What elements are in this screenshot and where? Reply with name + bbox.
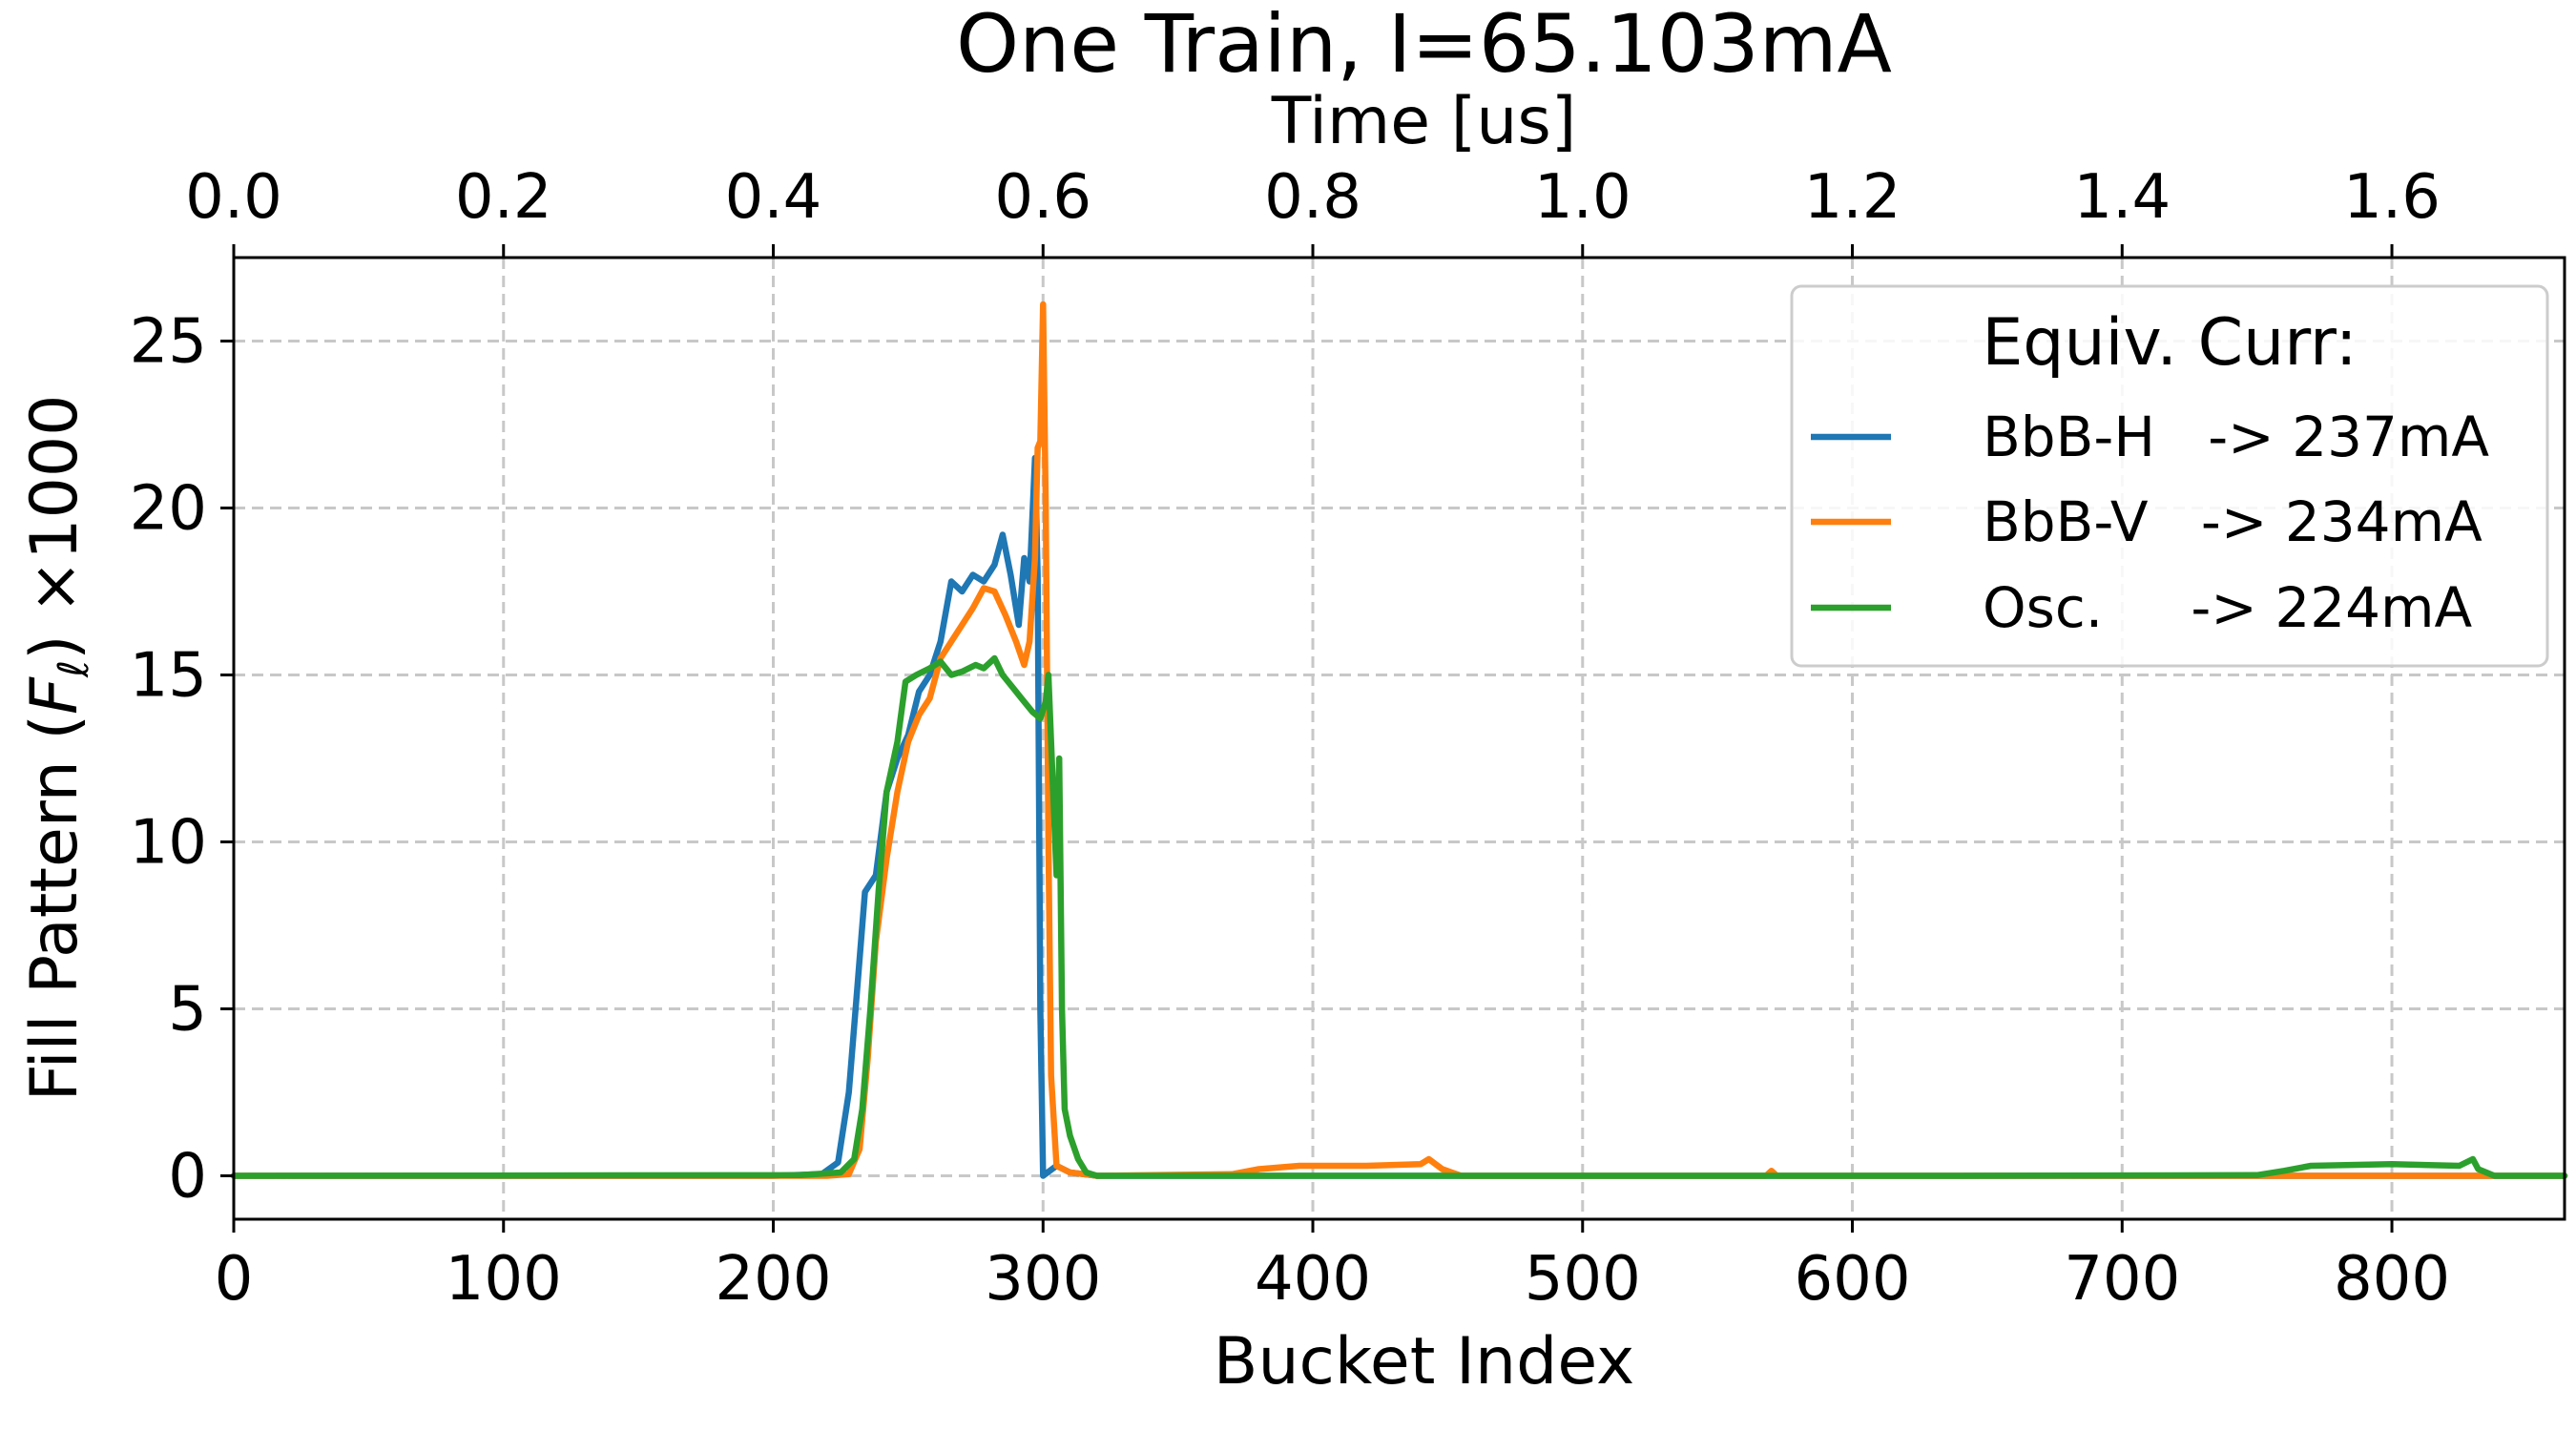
legend-label-osc: Osc. -> 224mA <box>1983 575 2473 640</box>
legend: Equiv. Curr: BbB-H -> 237mA BbB-V -> 234… <box>1790 284 2549 668</box>
y-tick-label: 10 <box>130 808 207 879</box>
series-layer <box>230 301 2568 1179</box>
x-tick-label: 200 <box>715 1244 831 1315</box>
x-tick-label: 700 <box>2064 1244 2180 1315</box>
y-tick-label: 20 <box>130 474 207 545</box>
legend-label-bbb-v: BbB-V -> 234mA <box>1983 489 2483 554</box>
top-tick-label: 0.0 <box>185 162 282 233</box>
top-tick-label: 1.6 <box>2343 162 2441 233</box>
top-axis-label: Time [us] <box>1271 84 1577 159</box>
legend-box <box>1790 284 2549 668</box>
top-tick-label: 0.4 <box>725 162 822 233</box>
x-tick-label: 800 <box>2334 1244 2450 1315</box>
y-tick-label: 5 <box>168 975 207 1046</box>
y-axis-label-suffix: ) ×1000 <box>17 395 93 660</box>
y-tick-label: 15 <box>130 641 207 712</box>
y-axis-label: Fill Pattern (Fℓ) ×1000 <box>17 395 98 1102</box>
y-tick-label: 25 <box>130 307 207 378</box>
top-tick-label: 1.2 <box>1804 162 1901 233</box>
top-tick-label: 1.0 <box>1534 162 1631 233</box>
top-tick-label: 0.6 <box>994 162 1091 233</box>
x-tick-label: 600 <box>1794 1244 1910 1315</box>
x-tick-label: 300 <box>985 1244 1101 1315</box>
series-line-bbb-h <box>230 454 2568 1179</box>
legend-title: Equiv. Curr: <box>1982 305 2357 381</box>
x-tick-label: 100 <box>446 1244 562 1315</box>
series-line-osc <box>230 654 2568 1179</box>
top-tick-label: 0.2 <box>455 162 552 233</box>
x-tick-label: 0 <box>215 1244 254 1315</box>
x-axis-label: Bucket Index <box>1214 1324 1634 1400</box>
plot-frame <box>232 256 2566 1221</box>
y-axis-label-subscript: ℓ <box>50 660 98 678</box>
legend-label-bbb-h: BbB-H -> 237mA <box>1983 404 2489 469</box>
y-axis-label-symbol: F <box>17 676 93 715</box>
top-tick-label: 1.4 <box>2073 162 2171 233</box>
x-tick-label: 500 <box>1525 1244 1641 1315</box>
top-tick-label: 0.8 <box>1264 162 1361 233</box>
chart-title: One Train, I=65.103mA <box>956 0 1892 91</box>
series-line-bbb-v <box>230 301 2568 1179</box>
x-tick-label: 400 <box>1255 1244 1371 1315</box>
y-axis-label-prefix: Fill Pattern ( <box>17 715 93 1101</box>
y-tick-label: 0 <box>168 1142 207 1213</box>
